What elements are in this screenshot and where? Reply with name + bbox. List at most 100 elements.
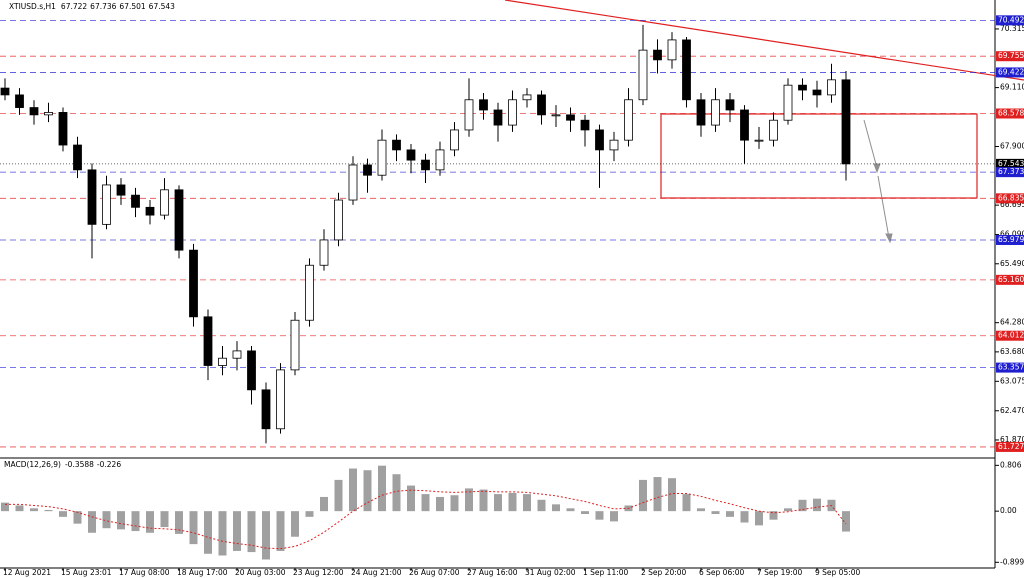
macd-bar <box>697 508 705 512</box>
candle-body <box>261 389 271 430</box>
candle-body <box>551 114 561 117</box>
macd-bar <box>218 511 227 556</box>
signal-line <box>5 489 847 550</box>
level-tag <box>996 51 1024 62</box>
candle-body <box>740 109 749 141</box>
macd-bar <box>378 465 386 512</box>
candle-body <box>0 87 10 96</box>
x-tick-label: 15 Aug 23:01 <box>61 568 112 577</box>
macd-bar <box>349 468 357 512</box>
level-label: 69.422 <box>998 67 1024 76</box>
macd-bar <box>189 511 198 545</box>
macd-bar <box>508 492 517 512</box>
macd-bar <box>537 499 546 512</box>
macd-bar <box>450 495 459 512</box>
macd-bar <box>233 511 241 551</box>
level-tag <box>996 15 1024 26</box>
range-box <box>660 113 978 199</box>
y-tick-label: 65.490 <box>1000 259 1024 268</box>
macd-bar <box>653 477 662 512</box>
macd-bar <box>726 511 734 517</box>
macd-bar <box>160 511 169 528</box>
y-tick-label: 67.900 <box>1000 141 1024 150</box>
y-tick-label: 64.280 <box>1000 318 1024 327</box>
arrow <box>877 175 890 239</box>
macd-bar <box>755 511 763 526</box>
candle-body <box>435 149 445 171</box>
candle-body <box>73 144 82 171</box>
candle-body <box>595 129 604 151</box>
candle-body <box>58 112 68 146</box>
candle-body <box>653 49 662 61</box>
macd-bar <box>407 485 415 512</box>
candle-body <box>667 39 677 61</box>
candle-body <box>812 89 822 96</box>
level-tag <box>996 441 1024 452</box>
level-tag <box>996 167 1024 178</box>
macd-bar <box>30 508 38 512</box>
x-tick-label: 23 Aug 12:00 <box>293 568 344 577</box>
macd-bar <box>73 511 82 524</box>
x-tick-label: 18 Aug 17:00 <box>177 568 228 577</box>
x-tick-label: 6 Sep 06:00 <box>699 568 745 577</box>
candle-body <box>348 164 358 201</box>
x-tick-label: 9 Sep 05:00 <box>815 568 861 577</box>
macd-bar <box>247 511 256 553</box>
candle-body <box>87 169 97 225</box>
macd-bar <box>392 474 401 512</box>
level-label: 68.578 <box>998 108 1024 117</box>
candle-body <box>334 199 343 241</box>
level-label: 64.012 <box>998 331 1024 340</box>
level-label: 63.357 <box>998 363 1024 372</box>
candle-body <box>711 99 720 126</box>
x-tick-label: 17 Aug 08:00 <box>119 568 170 577</box>
candle-body <box>392 139 401 151</box>
x-tick-label: 2 Sep 20:00 <box>641 568 687 577</box>
y-tick-label: 0.00 <box>1000 506 1017 515</box>
candle-body <box>783 84 793 121</box>
arrow <box>863 119 878 169</box>
candle-body <box>406 149 416 161</box>
macd-bar <box>59 511 67 517</box>
macd-bar <box>320 496 328 512</box>
candle-body <box>363 164 372 176</box>
x-tick-label: 27 Aug 16:00 <box>467 568 518 577</box>
candle-body <box>798 84 807 91</box>
macd-bar <box>1 502 9 512</box>
candle-body <box>841 79 851 165</box>
macd-bar <box>334 479 343 512</box>
candle-body <box>218 357 227 366</box>
candle-body <box>421 159 430 171</box>
macd-bar <box>102 511 111 529</box>
x-tick-label: 12 Aug 2021 <box>3 568 51 577</box>
candle-body <box>508 99 517 126</box>
candle-body <box>754 139 764 142</box>
candle-body <box>827 79 836 96</box>
candle-body <box>624 99 633 141</box>
candle-body <box>102 184 111 225</box>
level-label: 66.835 <box>998 193 1024 202</box>
macd-bar <box>494 494 502 512</box>
macd-bar <box>479 489 488 512</box>
level-tag <box>996 330 1024 341</box>
candle-body <box>522 94 532 101</box>
candle-body <box>464 99 474 131</box>
candle-body <box>247 350 256 391</box>
y-tick-label: 61.870 <box>1000 435 1024 444</box>
macd-bar <box>88 511 96 533</box>
y-tick-label: -0.8998 <box>1000 557 1024 566</box>
candle-body <box>609 139 619 151</box>
macd-bar <box>44 510 53 512</box>
macd-bar <box>595 511 604 520</box>
y-tick-label: 66.090 <box>1000 230 1024 239</box>
level-tag <box>996 108 1024 119</box>
macd-bar <box>523 494 531 512</box>
header-open: 67.722 <box>61 2 87 11</box>
macd-bar <box>117 511 125 530</box>
candle-body <box>131 194 140 208</box>
candle-body <box>305 264 314 321</box>
y-tick-label: 66.695 <box>1000 200 1024 209</box>
candle-body <box>479 99 488 111</box>
candle-body <box>44 112 53 116</box>
